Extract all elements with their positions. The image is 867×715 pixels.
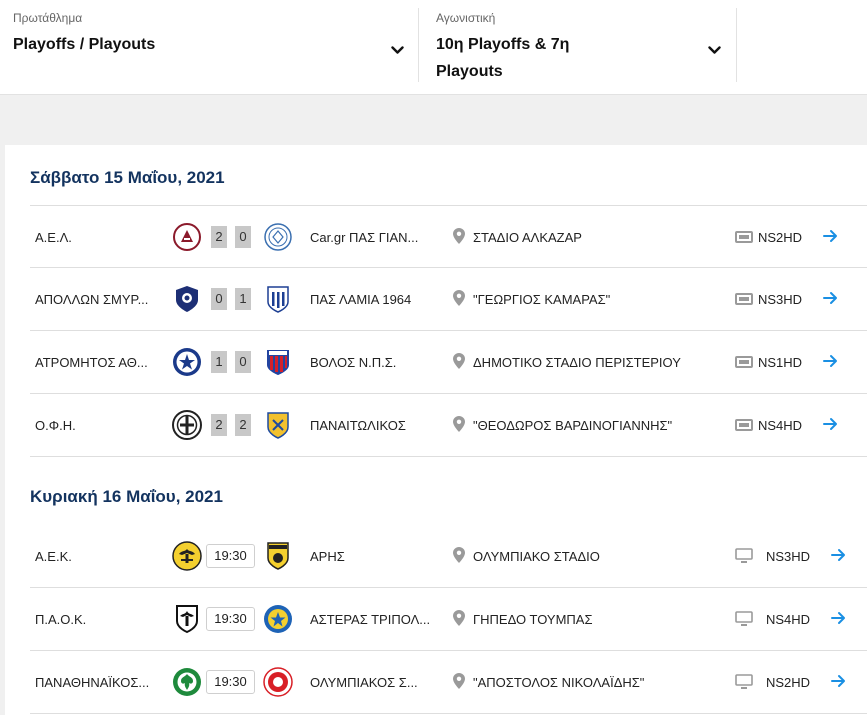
panathinaikos-crest-icon	[173, 668, 201, 696]
home-team: ΑΠΟΛΛΩΝ ΣΜΥΡ...	[35, 292, 149, 307]
day-title: Σάββατο 15 Μαΐου, 2021	[30, 168, 225, 187]
tv-channel: NS4HD	[758, 418, 803, 433]
day-title: Κυριακή 16 Μαΐου, 2021	[30, 487, 223, 506]
kickoff-time: 19:30	[206, 607, 255, 631]
away-team: ΑΡΗΣ	[310, 549, 345, 564]
volos-crest-icon	[267, 350, 289, 375]
location-pin-icon	[453, 353, 465, 369]
venue: ΟΛΥΜΠΙΑΚΟ ΣΤΑΔΙΟ	[473, 549, 600, 564]
away-score: 2	[235, 414, 251, 436]
tv-channel: NS1HD	[758, 355, 803, 370]
match-row[interactable]: Α.Ε.Λ. 2 0 Car.gr ΠΑΣ ΓΙΑΝ... ΣΤΑΔΙΟ ΑΛΚ…	[30, 205, 867, 268]
venue: ΔΗΜΟΤΙΚΟ ΣΤΑΔΙΟ ΠΕΡΙΣΤΕΡΙΟΥ	[473, 355, 681, 370]
tv-channel: NS2HD	[766, 675, 811, 690]
tv-icon	[735, 356, 753, 368]
arrow-right-icon[interactable]	[823, 291, 838, 305]
tv-channel: NS4HD	[766, 612, 811, 627]
match-row[interactable]: ΑΠΟΛΛΩΝ ΣΜΥΡ... 0 1 ΠΑΣ ΛΑΜΙΑ 1964 "ΓΕΩΡ…	[30, 268, 867, 331]
venue: "ΓΕΩΡΓΙΟΣ ΚΑΜΑΡΑΣ"	[473, 292, 611, 307]
match-row[interactable]: ΠΑΝΑΘΗΝΑΪΚΟΣ... 19:30 ΟΛΥΜΠΙΑΚΟΣ Σ... "Α…	[30, 651, 867, 714]
ofi-crest-icon	[172, 410, 202, 440]
location-pin-icon	[453, 228, 465, 244]
ael-crest-icon	[173, 223, 201, 251]
home-team: ΑΤΡΟΜΗΤΟΣ ΑΘ...	[35, 355, 148, 370]
away-team: ΠΑΝΑΙΤΩΛΙΚΟΣ	[310, 418, 406, 433]
match-row[interactable]: ΑΤΡΟΜΗΤΟΣ ΑΘ... 1 0 ΒΟΛΟΣ Ν.Π.Σ. ΔΗΜΟΤΙΚ…	[30, 331, 867, 394]
tv-channel: NS2HD	[758, 230, 803, 245]
arrow-right-icon[interactable]	[823, 417, 838, 431]
arrow-right-icon[interactable]	[831, 548, 846, 562]
paok-crest-icon	[176, 605, 198, 634]
location-pin-icon	[453, 290, 465, 306]
arrow-right-icon[interactable]	[831, 611, 846, 625]
atromitos-crest-icon	[173, 348, 201, 376]
asteras-crest-icon	[264, 605, 292, 633]
tv-icon	[735, 293, 753, 305]
lamia-crest-icon	[267, 286, 289, 313]
apollon-crest-icon	[176, 286, 198, 312]
tv-icon	[735, 419, 753, 431]
match-row[interactable]: Π.Α.Ο.Κ. 19:30 ΑΣΤΕΡΑΣ ΤΡΙΠΟΛ... ΓΗΠΕΔΟ …	[30, 588, 867, 651]
away-team: ΒΟΛΟΣ Ν.Π.Σ.	[310, 355, 397, 370]
arrow-right-icon[interactable]	[823, 354, 838, 368]
tv-channel: NS3HD	[758, 292, 803, 307]
home-team: Α.Ε.Κ.	[35, 549, 72, 564]
venue: "ΘΕΟΔΩΡΟΣ ΒΑΡΔΙΝΟΓΙΑΝΝΗΣ"	[473, 418, 673, 433]
aris-crest-icon	[267, 542, 289, 570]
home-score: 1	[211, 351, 227, 373]
filters-bar: Πρωτάθλημα Playoffs / Playouts Αγωνιστικ…	[0, 0, 867, 95]
away-team: Car.gr ΠΑΣ ΓΙΑΝ...	[310, 230, 419, 245]
arrow-right-icon[interactable]	[831, 674, 846, 688]
match-row[interactable]: Α.Ε.Κ. 19:30 ΑΡΗΣ ΟΛΥΜΠΙΑΚΟ ΣΤΑΔΙΟ NS3HD	[30, 525, 867, 588]
monitor-icon	[735, 611, 753, 626]
location-pin-icon	[453, 673, 465, 689]
matchday-value: 10η Playoffs & 7η Playouts	[436, 31, 636, 85]
match-row[interactable]: Ο.Φ.Η. 2 2 ΠΑΝΑΙΤΩΛΙΚΟΣ "ΘΕΟΔΩΡΟΣ ΒΑΡΔΙΝ…	[30, 394, 867, 457]
kickoff-time: 19:30	[206, 670, 255, 694]
away-team: ΑΣΤΕΡΑΣ ΤΡΙΠΟΛ...	[310, 612, 431, 627]
matchday-value-line2: Playouts	[436, 63, 503, 80]
aek-crest-icon	[172, 541, 202, 571]
home-team: Ο.Φ.Η.	[35, 418, 76, 433]
away-team: ΟΛΥΜΠΙΑΚΟΣ Σ...	[310, 675, 418, 690]
home-score: 0	[211, 288, 227, 310]
matchday-label: Αγωνιστική	[436, 11, 496, 25]
venue: ΣΤΑΔΙΟ ΑΛΚΑΖΑΡ	[473, 230, 582, 245]
away-score: 0	[235, 226, 251, 248]
venue: ΓΗΠΕΔΟ ΤΟΥΜΠΑΣ	[473, 612, 593, 627]
home-team: Α.Ε.Λ.	[35, 230, 72, 245]
monitor-icon	[735, 548, 753, 563]
panaitolikos-crest-icon	[267, 412, 289, 439]
away-score: 0	[235, 351, 251, 373]
location-pin-icon	[453, 547, 465, 563]
home-score: 2	[211, 414, 227, 436]
tv-icon	[735, 231, 753, 243]
location-pin-icon	[453, 416, 465, 432]
venue: "ΑΠΟΣΤΟΛΟΣ ΝΙΚΟΛΑΪΔΗΣ"	[473, 675, 645, 690]
matchday-value-line1: 10η Playoffs & 7η	[436, 36, 570, 53]
olympiacos-crest-icon	[263, 667, 293, 697]
home-team: ΠΑΝΑΘΗΝΑΪΚΟΣ...	[35, 675, 150, 690]
chevron-down-icon	[708, 46, 721, 54]
location-pin-icon	[453, 610, 465, 626]
pas-giannina-crest-icon	[264, 223, 292, 251]
championship-dropdown[interactable]: Πρωτάθλημα Playoffs / Playouts	[0, 8, 419, 82]
away-score: 1	[235, 288, 251, 310]
matchday-dropdown[interactable]: Αγωνιστική 10η Playoffs & 7η Playouts	[420, 8, 737, 82]
tv-channel: NS3HD	[766, 549, 811, 564]
home-score: 2	[211, 226, 227, 248]
arrow-right-icon[interactable]	[823, 229, 838, 243]
monitor-icon	[735, 674, 753, 689]
home-team: Π.Α.Ο.Κ.	[35, 612, 87, 627]
fixtures-panel: Σάββατο 15 Μαΐου, 2021 Α.Ε.Λ. 2 0 Car.gr…	[5, 145, 867, 715]
away-team: ΠΑΣ ΛΑΜΙΑ 1964	[310, 292, 412, 307]
championship-value: Playoffs / Playouts	[13, 36, 156, 53]
chevron-down-icon	[391, 46, 404, 54]
kickoff-time: 19:30	[206, 544, 255, 568]
championship-label: Πρωτάθλημα	[13, 11, 83, 25]
